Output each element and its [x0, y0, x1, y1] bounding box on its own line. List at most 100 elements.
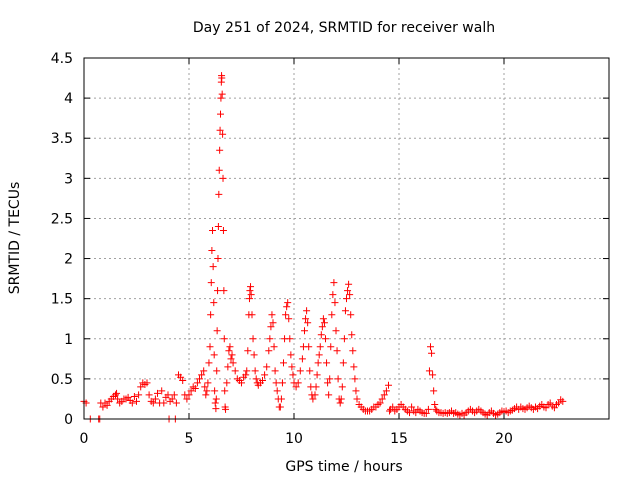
- data-point: [285, 315, 293, 323]
- data-point: [286, 335, 294, 343]
- data-point: [332, 327, 340, 335]
- data-point: [318, 323, 326, 331]
- y-tick-label: 0: [64, 412, 73, 428]
- data-point: [212, 405, 220, 413]
- data-point: [323, 359, 331, 367]
- data-point: [271, 367, 279, 375]
- data-point: [344, 287, 352, 295]
- data-point: [427, 343, 434, 351]
- data-point: [226, 343, 234, 351]
- data-points: [80, 72, 567, 423]
- data-point: [228, 351, 236, 359]
- data-point: [209, 226, 217, 234]
- data-point: [211, 399, 219, 407]
- data-point: [191, 385, 199, 393]
- data-point: [376, 399, 384, 407]
- y-tick-label: 4: [64, 91, 73, 107]
- data-point: [425, 367, 433, 375]
- data-point: [205, 359, 213, 367]
- data-point: [222, 405, 230, 413]
- data-point: [304, 319, 312, 327]
- data-point: [113, 389, 121, 397]
- data-point: [220, 287, 228, 295]
- data-point: [429, 371, 437, 379]
- data-point: [219, 226, 227, 234]
- data-point: [242, 371, 250, 379]
- data-point: [149, 399, 157, 407]
- data-point: [245, 295, 253, 303]
- data-point: [151, 395, 159, 403]
- data-point: [143, 379, 151, 387]
- data-point: [158, 387, 166, 395]
- axis-ticks: [83, 57, 609, 420]
- data-point: [247, 283, 255, 291]
- x-tick-label: 20: [495, 431, 513, 447]
- data-point: [278, 379, 286, 387]
- data-point: [99, 403, 107, 411]
- data-point: [214, 222, 222, 230]
- data-point: [338, 383, 346, 391]
- data-point: [203, 387, 211, 395]
- data-point: [215, 190, 223, 198]
- data-point: [298, 355, 306, 363]
- data-point: [172, 399, 180, 407]
- data-point: [229, 359, 237, 367]
- data-point: [422, 409, 430, 417]
- data-point: [406, 409, 413, 417]
- data-point: [320, 319, 328, 327]
- data-point: [351, 375, 359, 383]
- data-point: [220, 335, 228, 343]
- data-point: [145, 391, 153, 399]
- data-point: [353, 395, 361, 403]
- y-tick-label: 1.5: [51, 292, 73, 308]
- data-point: [350, 363, 358, 371]
- data-point: [207, 311, 215, 319]
- data-point: [352, 387, 360, 395]
- data-point: [133, 397, 140, 405]
- data-point: [348, 331, 356, 339]
- data-point: [185, 391, 193, 399]
- data-point: [389, 403, 397, 411]
- data-point: [319, 315, 327, 323]
- data-point: [315, 351, 323, 359]
- data-point: [330, 279, 338, 287]
- data-point: [333, 347, 341, 355]
- data-point: [266, 335, 274, 343]
- data-point: [267, 323, 275, 331]
- data-point: [244, 347, 252, 355]
- data-point: [334, 375, 342, 383]
- data-point: [248, 311, 256, 319]
- data-point: [322, 335, 329, 343]
- data-point: [349, 347, 357, 355]
- data-point: [210, 299, 218, 307]
- data-point: [212, 395, 220, 403]
- data-point: [206, 343, 214, 351]
- y-axis-label: SRMTID / TECUs: [7, 182, 23, 295]
- data-point: [312, 383, 320, 391]
- data-point: [326, 375, 334, 383]
- data-point: [343, 295, 350, 303]
- data-point: [221, 387, 229, 395]
- data-point: [313, 371, 321, 379]
- data-point: [294, 379, 302, 387]
- data-point: [341, 307, 349, 315]
- data-point: [187, 387, 195, 395]
- data-point: [216, 146, 224, 154]
- data-point: [284, 299, 292, 307]
- data-point: [273, 387, 281, 395]
- data-point: [270, 343, 278, 351]
- data-point: [210, 351, 218, 359]
- data-point: [288, 363, 296, 371]
- data-point: [317, 331, 325, 339]
- data-point: [268, 311, 276, 319]
- data-point: [301, 327, 308, 335]
- data-point: [280, 359, 287, 367]
- data-point: [137, 383, 145, 391]
- data-point: [249, 335, 257, 343]
- data-point: [314, 359, 322, 367]
- y-tick-labels: 0 0.5 1 1.5 2 2.5 3 3.5 4 4.5: [51, 51, 73, 428]
- data-point: [211, 387, 219, 395]
- data-point: [269, 319, 277, 327]
- data-point: [217, 110, 224, 118]
- data-point: [114, 395, 122, 403]
